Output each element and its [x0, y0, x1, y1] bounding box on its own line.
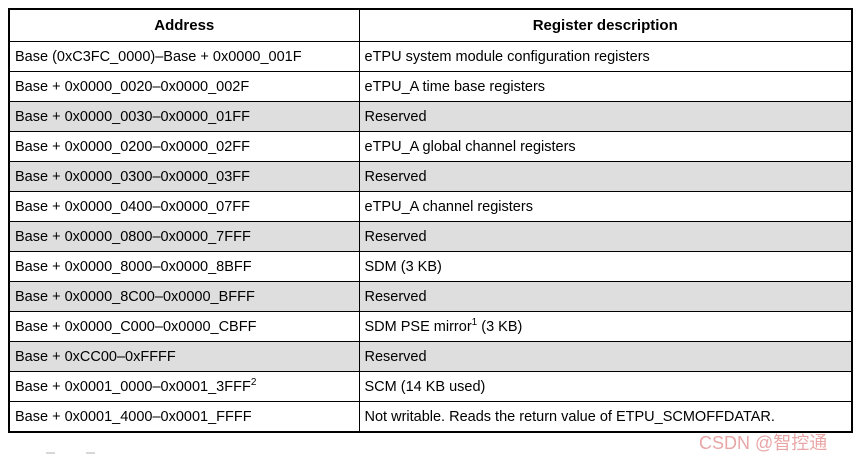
address-cell: Base + 0x0000_0400–0x0000_07FF	[8, 191, 360, 222]
table-row: Base + 0x0000_0030–0x0000_01FF Reserved	[8, 101, 853, 132]
footnote-ref-1: 1	[471, 316, 478, 328]
description-cell: eTPU system module configuration registe…	[358, 41, 853, 72]
description-cell: SCM (14 KB used)	[358, 371, 853, 402]
description-cell: Reserved	[358, 161, 853, 192]
address-cell: Base (0xC3FC_0000)–Base + 0x0000_001F	[8, 41, 360, 72]
description-cell: Reserved	[358, 341, 853, 372]
register-address-map-table: Address Register description Base (0xC3F…	[8, 8, 853, 433]
table-row: Base + 0x0000_0300–0x0000_03FF Reserved	[8, 161, 853, 192]
address-column-header: Address	[8, 8, 360, 42]
description-cell: Reserved	[358, 221, 853, 252]
cutoff-footnote-fragment	[86, 452, 95, 454]
address-cell: Base + 0x0000_8C00–0x0000_BFFF	[8, 281, 360, 312]
table-row: Base (0xC3FC_0000)–Base + 0x0000_001F eT…	[8, 41, 853, 72]
table-row: Base + 0xCC00–0xFFFF Reserved	[8, 341, 853, 372]
table-row: Base + 0x0000_8000–0x0000_8BFF SDM (3 KB…	[8, 251, 853, 282]
description-cell: eTPU_A channel registers	[358, 191, 853, 222]
description-cell: Not writable. Reads the return value of …	[358, 401, 853, 433]
address-cell: Base + 0x0000_0200–0x0000_02FF	[8, 131, 360, 162]
description-cell: Reserved	[358, 281, 853, 312]
address-cell: Base + 0xCC00–0xFFFF	[8, 341, 360, 372]
table-row: Base + 0x0001_0000–0x0001_3FFF2 SCM (14 …	[8, 371, 853, 402]
register-description-column-header: Register description	[358, 8, 853, 42]
address-cell: Base + 0x0001_0000–0x0001_3FFF2	[8, 371, 360, 402]
description-cell: Reserved	[358, 101, 853, 132]
description-cell: eTPU_A global channel registers	[358, 131, 853, 162]
description-cell: eTPU_A time base registers	[358, 71, 853, 102]
address-cell: Base + 0x0000_0020–0x0000_002F	[8, 71, 360, 102]
address-cell: Base + 0x0000_C000–0x0000_CBFF	[8, 311, 360, 342]
table-row: Base + 0x0000_0400–0x0000_07FF eTPU_A ch…	[8, 191, 853, 222]
address-cell: Base + 0x0001_4000–0x0001_FFFF	[8, 401, 360, 433]
table-row: Base + 0x0001_4000–0x0001_FFFF Not writa…	[8, 401, 853, 433]
description-cell: SDM PSE mirror1 (3 KB)	[358, 311, 853, 342]
description-cell: SDM (3 KB)	[358, 251, 853, 282]
cutoff-footnote-fragment	[46, 452, 55, 454]
address-cell: Base + 0x0000_8000–0x0000_8BFF	[8, 251, 360, 282]
table-row: Base + 0x0000_0020–0x0000_002F eTPU_A ti…	[8, 71, 853, 102]
address-cell: Base + 0x0000_0800–0x0000_7FFF	[8, 221, 360, 252]
address-cell: Base + 0x0000_0030–0x0000_01FF	[8, 101, 360, 132]
table-row: Base + 0x0000_0200–0x0000_02FF eTPU_A gl…	[8, 131, 853, 162]
table-row: Base + 0x0000_8C00–0x0000_BFFF Reserved	[8, 281, 853, 312]
table-row: Base + 0x0000_0800–0x0000_7FFF Reserved	[8, 221, 853, 252]
table-row: Base + 0x0000_C000–0x0000_CBFF SDM PSE m…	[8, 311, 853, 342]
table-header-row: Address Register description	[8, 8, 853, 42]
footnote-ref-2: 2	[250, 376, 257, 388]
address-cell: Base + 0x0000_0300–0x0000_03FF	[8, 161, 360, 192]
